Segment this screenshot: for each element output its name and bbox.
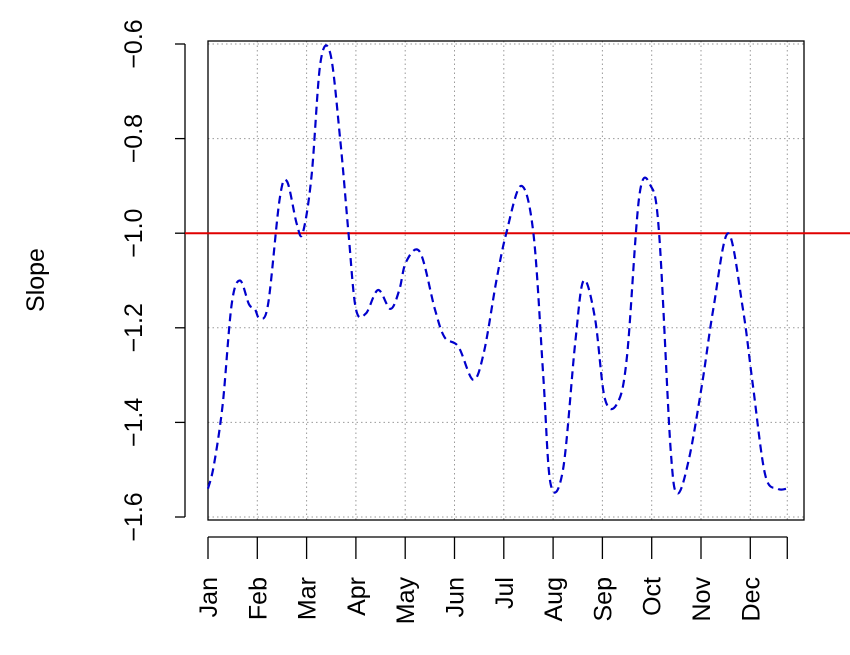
grid-lines [207,41,804,520]
series-layer [206,44,788,495]
y-tick-label: −1.4 [120,398,148,447]
y-tick-label: −0.8 [120,114,148,163]
x-tick-label: Dec [737,577,765,621]
x-tick-label: Sep [589,577,617,621]
y-axis-title: Slope [22,248,50,312]
y-tick-label: −0.6 [120,19,148,68]
x-tick-label: Jan [195,577,223,617]
x-tick-label: Aug [540,577,568,621]
x-tick-label: Apr [343,577,371,616]
y-tick-label: −1.2 [120,303,148,352]
slope-series-line [206,44,788,495]
x-tick-label: Jun [442,577,470,617]
y-tick-label: −1.6 [120,492,148,541]
x-tick-label: Mar [294,577,322,620]
x-tick-label: Nov [688,577,716,622]
y-axis: −1.6 −1.4 −1.2 −1.0 −0.8 −0.6 [120,19,186,542]
x-axis: Jan Feb Mar Apr May Jun Jul Aug Sep Oct Nov Dec [195,536,788,625]
x-tick-label: Oct [639,577,667,616]
y-tick-label: −1.0 [120,209,148,258]
x-tick-label: Feb [244,577,272,620]
x-tick-label: Jul [491,577,519,609]
x-tick-label: May [392,577,420,625]
plot-area-border [207,40,805,521]
